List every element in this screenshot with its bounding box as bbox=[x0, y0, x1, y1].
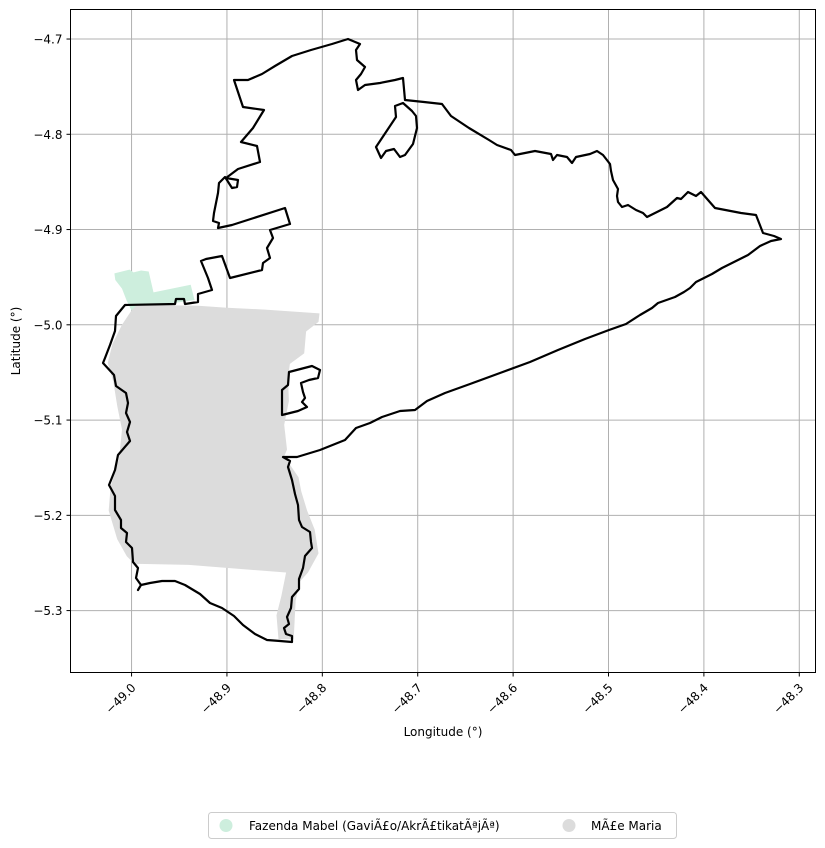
legend-marker-fazenda-mabel bbox=[219, 819, 233, 832]
x-tick-label: −48.8 bbox=[294, 681, 330, 717]
y-tick-label: −4.7 bbox=[33, 33, 62, 47]
x-tick-label: −48.6 bbox=[484, 681, 520, 717]
y-tick-label: −4.8 bbox=[33, 128, 62, 142]
boundary-layer bbox=[101, 37, 783, 644]
legend-marker-mae-maria bbox=[562, 819, 576, 832]
y-tick-label: −5.2 bbox=[33, 509, 62, 523]
y-tick-label: −5.0 bbox=[33, 318, 62, 332]
plot-frame bbox=[70, 9, 816, 673]
x-tick-label: −48.3 bbox=[770, 681, 806, 717]
territory-boundary bbox=[101, 37, 783, 644]
y-tick-label: −5.1 bbox=[33, 414, 62, 428]
x-tick-label: −48.4 bbox=[675, 681, 711, 717]
x-tick-label: −48.7 bbox=[389, 681, 425, 717]
x-tick-label: −48.5 bbox=[580, 681, 616, 717]
legend-frame bbox=[208, 812, 677, 839]
gridlines bbox=[70, 9, 816, 673]
area-fazenda-mabel bbox=[114, 269, 195, 311]
x-tick-label: −49.0 bbox=[103, 681, 139, 717]
y-tick-label: −5.3 bbox=[33, 604, 62, 618]
legend-label-fazenda-mabel: Fazenda Mabel (GaviÃ£o/AkrÃ£tikatÃªjÃª) bbox=[249, 818, 500, 833]
y-axis-label: Latitude (°) bbox=[9, 307, 23, 376]
legend-label-mae-maria: MÃ£e Maria bbox=[591, 818, 662, 833]
area-mae-maria bbox=[107, 304, 320, 640]
x-axis-label: Longitude (°) bbox=[404, 725, 483, 739]
x-tick-label: −48.9 bbox=[198, 681, 234, 717]
y-tick-label: −4.9 bbox=[33, 223, 62, 237]
area-layer bbox=[107, 269, 320, 640]
legend: Fazenda Mabel (GaviÃ£o/AkrÃ£tikatÃªjÃª) … bbox=[208, 812, 677, 839]
